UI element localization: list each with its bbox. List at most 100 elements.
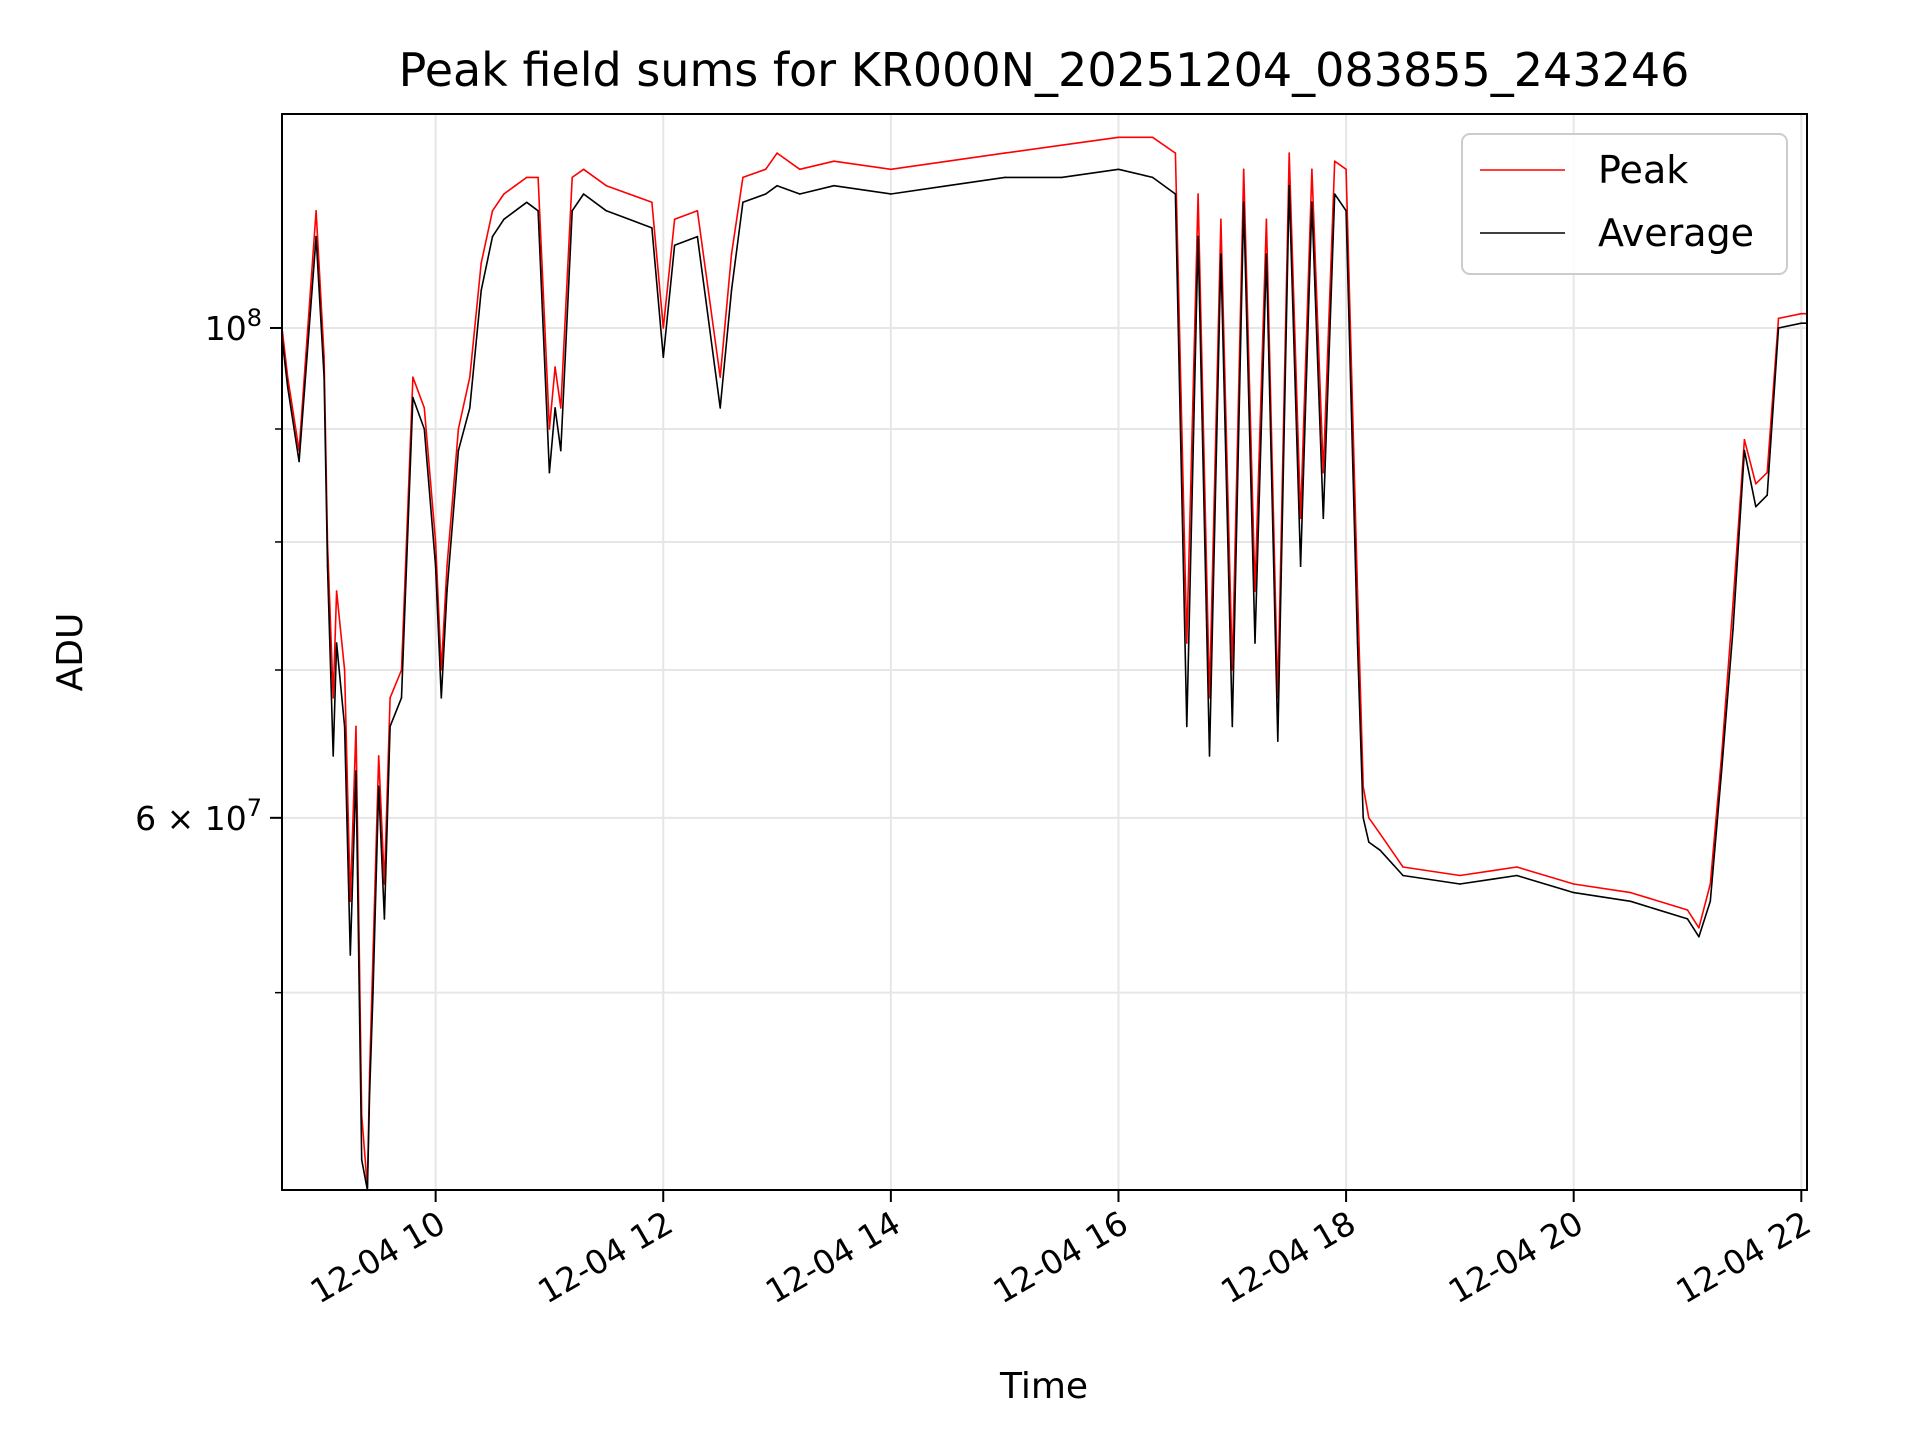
series-layer [282,136,1807,1190]
data-point-average [1299,565,1302,567]
data-point-peak [1060,144,1063,146]
data-point-average [1732,629,1734,631]
data-point-peak [1459,874,1461,877]
data-point-peak [1368,817,1370,819]
data-point-peak [355,725,357,728]
data-point-peak [662,327,665,329]
data-point-average [480,289,483,292]
data-point-average [1242,201,1245,204]
data-point-average [1572,891,1575,894]
data-point-peak [1220,218,1222,221]
chart-title: Peak field sums for KR000N_20251204_0838… [399,43,1690,97]
data-point-average [1629,900,1632,903]
data-point-average [525,201,528,204]
data-point-peak [1493,869,1495,872]
data-point-peak [423,407,426,409]
data-point-peak [503,193,505,195]
data-point-peak [1231,669,1234,671]
data-point-average [696,235,699,238]
data-point-peak [947,160,949,162]
data-point-peak [1242,168,1245,171]
data-point-peak [742,176,744,179]
data-point-average [1003,176,1006,179]
data-point-average [730,289,733,292]
data-point-average [1686,918,1689,920]
data-point-average [343,725,346,728]
grid [282,114,1807,1190]
data-point-peak [719,376,721,379]
data-point-average [1493,878,1495,880]
data-point-average [1379,849,1381,852]
legend: Peak Average [1461,133,1788,275]
data-point-peak [1379,833,1381,835]
data-point-average [1777,327,1780,329]
data-point-peak [457,428,460,430]
data-point-average [742,201,744,204]
data-point-peak [412,376,414,379]
data-point-peak [560,407,562,409]
data-point-average [1060,176,1063,179]
data-point-average [1265,253,1268,255]
data-point-peak [1151,136,1154,139]
data-point-average [605,210,608,212]
data-point-peak [696,210,699,212]
data-point-peak [1311,168,1313,171]
data-point-peak [1288,152,1290,154]
data-point-average [1333,193,1336,195]
data-point-peak [1299,517,1302,520]
data-point-peak [628,193,630,195]
data-point-peak [491,210,494,212]
data-point-average [349,954,352,956]
data-point-peak [764,168,767,171]
data-point-average [323,376,325,379]
data-point-peak [890,168,892,171]
data-point-average [833,184,835,187]
data-point-average [1288,184,1290,187]
x-axis-label: Time [999,1366,1088,1407]
data-point-average [1459,883,1461,885]
data-point-average [360,1159,363,1161]
data-point-average [1186,725,1188,728]
data-point-peak [730,253,733,255]
data-point-average [383,918,386,920]
data-point-peak [1572,883,1575,885]
data-point-peak [833,160,835,162]
y-axis-label: ADU [50,613,91,692]
data-point-average [764,193,767,195]
data-point-average [400,697,403,699]
data-point-peak [1174,152,1177,154]
data-point-average [776,184,778,187]
data-point-average [412,396,414,399]
data-point-average [389,725,391,728]
data-point-peak [525,176,528,179]
data-point-average [1208,755,1211,757]
data-point-peak [1732,603,1734,605]
data-point-average [571,210,573,212]
data-point-peak [1766,471,1768,474]
data-point-peak [343,669,346,671]
data-point-peak [1629,891,1632,894]
data-point-average [326,565,329,567]
data-point-average [440,697,443,699]
data-point-average [1362,817,1364,819]
data-point-average [1766,494,1768,497]
data-point-average [1220,253,1222,255]
data-point-peak [480,262,483,264]
data-point-average [890,193,892,195]
data-point-average [355,770,357,772]
data-point-average [1254,642,1256,644]
data-point-average [673,244,676,247]
series-line-average [282,168,1807,1190]
data-point-average [1692,927,1694,929]
data-point-average [1311,201,1313,204]
data-point-peak [1743,438,1746,441]
data-point-average [1800,322,1803,325]
data-point-peak [1709,883,1712,885]
data-point-peak [1197,193,1199,195]
data-point-average [332,755,335,757]
y-axis: 108 6 × 107 [135,304,282,994]
data-point-peak [1265,218,1268,221]
data-point-peak [335,590,338,592]
legend-label-average: Average [1598,211,1754,255]
data-point-average [503,218,505,221]
